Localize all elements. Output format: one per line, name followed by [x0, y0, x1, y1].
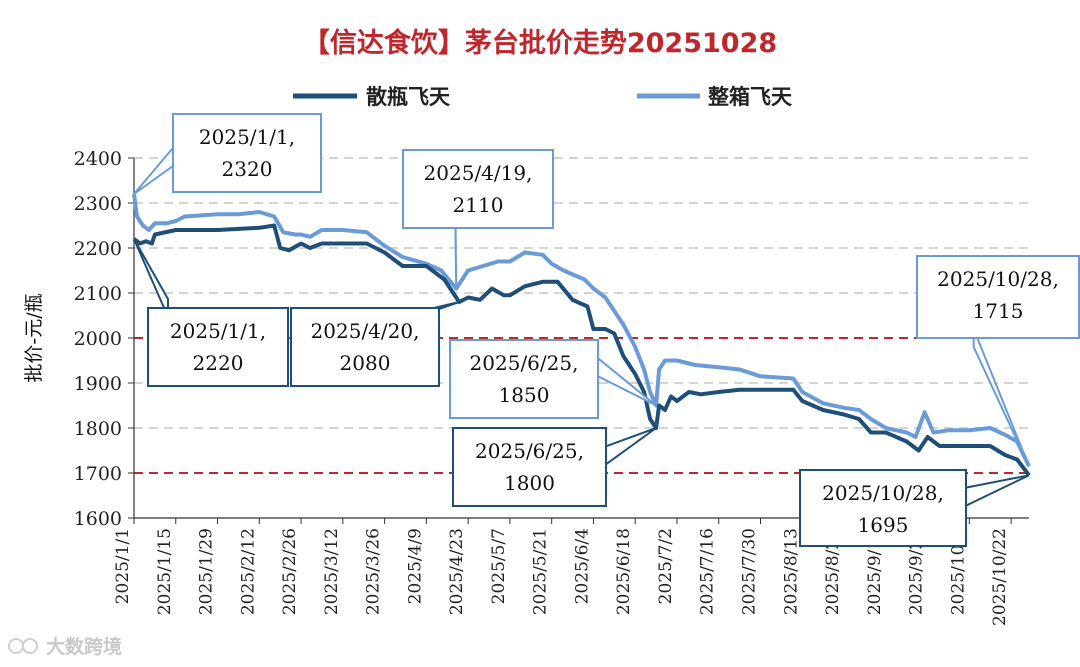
x-tick-label: 2025/8/13 [781, 528, 801, 615]
legend: 散瓶飞天 整箱飞天 [293, 85, 793, 109]
x-tick-label: 2025/1/1 [113, 528, 133, 604]
y-axis: 1600 1700 1800 1900 2000 2100 2200 2300 2400 [74, 148, 135, 530]
annotation-text: 2025/10/28, [822, 481, 944, 505]
series-lines [132, 193, 1031, 477]
series-line-full-case [132, 193, 1031, 468]
annotation-box [290, 307, 440, 387]
x-tick-label: 2025/9/24 [907, 528, 927, 615]
annotation-pointer [133, 238, 169, 318]
x-tick-label: 2025/4/9 [405, 528, 425, 604]
y-tick-label: 2000 [74, 328, 122, 350]
x-tick-label: 2025/3/12 [322, 528, 342, 615]
y-tick-label: 2200 [74, 238, 122, 260]
annotation-box [916, 255, 1080, 339]
annotation-text: 1800 [504, 471, 555, 495]
annotation-callout: 2025/6/25, 1800 [452, 427, 657, 507]
annotation-text: 1850 [499, 383, 550, 407]
y-tick-label: 1700 [74, 463, 122, 485]
y-axis-title: 批价-元/瓶 [23, 293, 45, 382]
annotation-box [799, 469, 967, 547]
annotation-callout: 2025/10/28, 1715 [916, 255, 1080, 467]
annotations: 2025/1/1, 2320 2025/1/1, 2220 2025/4/19, 2110… [133, 113, 1080, 547]
watermark-logo-icon-2 [22, 638, 38, 654]
x-tick-label: 2025/3/26 [364, 528, 384, 615]
annotation-box [172, 113, 322, 193]
watermark-logo-icon [8, 638, 24, 654]
annotation-callout: 2025/4/19, 2110 [402, 149, 554, 289]
legend-item-loose-bottle: 散瓶飞天 [293, 85, 451, 109]
x-tick-label: 2025/9/10 [865, 528, 885, 615]
chart-title: 【信达食饮】茅台批价走势20251028 [303, 27, 777, 59]
annotation-text: 2025/10/28, [937, 267, 1059, 291]
annotation-box [449, 339, 599, 419]
x-tick-label: 2025/4/23 [447, 528, 467, 615]
annotation-text: 1715 [973, 299, 1024, 323]
annotation-text: 2025/4/20, [311, 319, 420, 343]
annotation-box [147, 307, 289, 387]
annotation-text: 2080 [340, 351, 391, 375]
annotation-callout: 2025/1/1, 2220 [133, 238, 289, 387]
x-axis: 2025/1/1 2025/1/15 2025/1/29 2025/2/12 2025/… [113, 517, 1029, 626]
annotation-text: 2025/6/25, [470, 351, 579, 375]
annotation-callout: 2025/1/1, 2320 [133, 113, 322, 195]
annotation-callout: 2025/4/20, 2080 [290, 301, 460, 387]
series-line-loose-bottle [132, 223, 1031, 477]
x-tick-label: 2025/10/8 [948, 528, 968, 615]
x-tick-label: 2025/6/4 [572, 528, 592, 604]
y-tick-label: 1800 [74, 418, 122, 440]
legend-item-full-case: 整箱飞天 [637, 85, 793, 109]
x-tick-label: 2025/2/26 [280, 528, 300, 615]
annotation-pointer [454, 218, 458, 289]
annotation-text: 2220 [193, 351, 244, 375]
annotation-pointer [133, 145, 174, 195]
x-tick-label: 2025/5/7 [489, 528, 509, 604]
y-tick-label: 1600 [74, 508, 122, 530]
y-tick-label: 2100 [74, 283, 122, 305]
x-tick-label: 2025/5/21 [531, 528, 551, 615]
y-tick-label: 2300 [74, 193, 122, 215]
x-tick-label: 2025/2/12 [238, 528, 258, 615]
watermark-text: 大数跨境 [46, 635, 122, 658]
y-axis-label: 批价-元/瓶 [23, 293, 45, 382]
annotation-text: 2110 [453, 193, 504, 217]
annotation-callout: 2025/10/28, 1695 [799, 469, 1030, 547]
annotation-box [402, 149, 554, 229]
annotation-callout: 2025/6/25, 1850 [449, 339, 657, 419]
annotation-text: 2025/6/25, [475, 439, 584, 463]
x-tick-label: 2025/1/29 [197, 528, 217, 615]
annotation-box [452, 427, 607, 507]
annotation-pointer [965, 474, 1030, 508]
x-tick-label: 2025/7/16 [698, 528, 718, 615]
annotation-pointer [605, 427, 657, 467]
x-tick-label: 2025/6/18 [614, 528, 634, 615]
x-tick-label: 2025/10/22 [990, 528, 1010, 626]
watermark: 大数跨境 [8, 635, 122, 658]
annotation-text: 1695 [858, 513, 909, 537]
x-tick-label: 2025/1/15 [155, 528, 175, 615]
x-tick-label: 2025/8/27 [823, 528, 843, 615]
annotation-text: 2025/4/19, [424, 161, 533, 185]
y-tick-label: 2400 [74, 148, 122, 170]
x-tick-label: 2025/7/2 [656, 528, 676, 604]
annotation-text: 2025/1/1, [199, 125, 295, 149]
y-tick-label: 1900 [74, 373, 122, 395]
annotation-text: 2320 [222, 157, 273, 181]
x-tick-label: 2025/7/30 [740, 528, 760, 615]
legend-label-full-case: 整箱飞天 [708, 85, 793, 109]
legend-label-loose-bottle: 散瓶飞天 [366, 85, 451, 109]
annotation-text: 2025/1/1, [170, 319, 266, 343]
